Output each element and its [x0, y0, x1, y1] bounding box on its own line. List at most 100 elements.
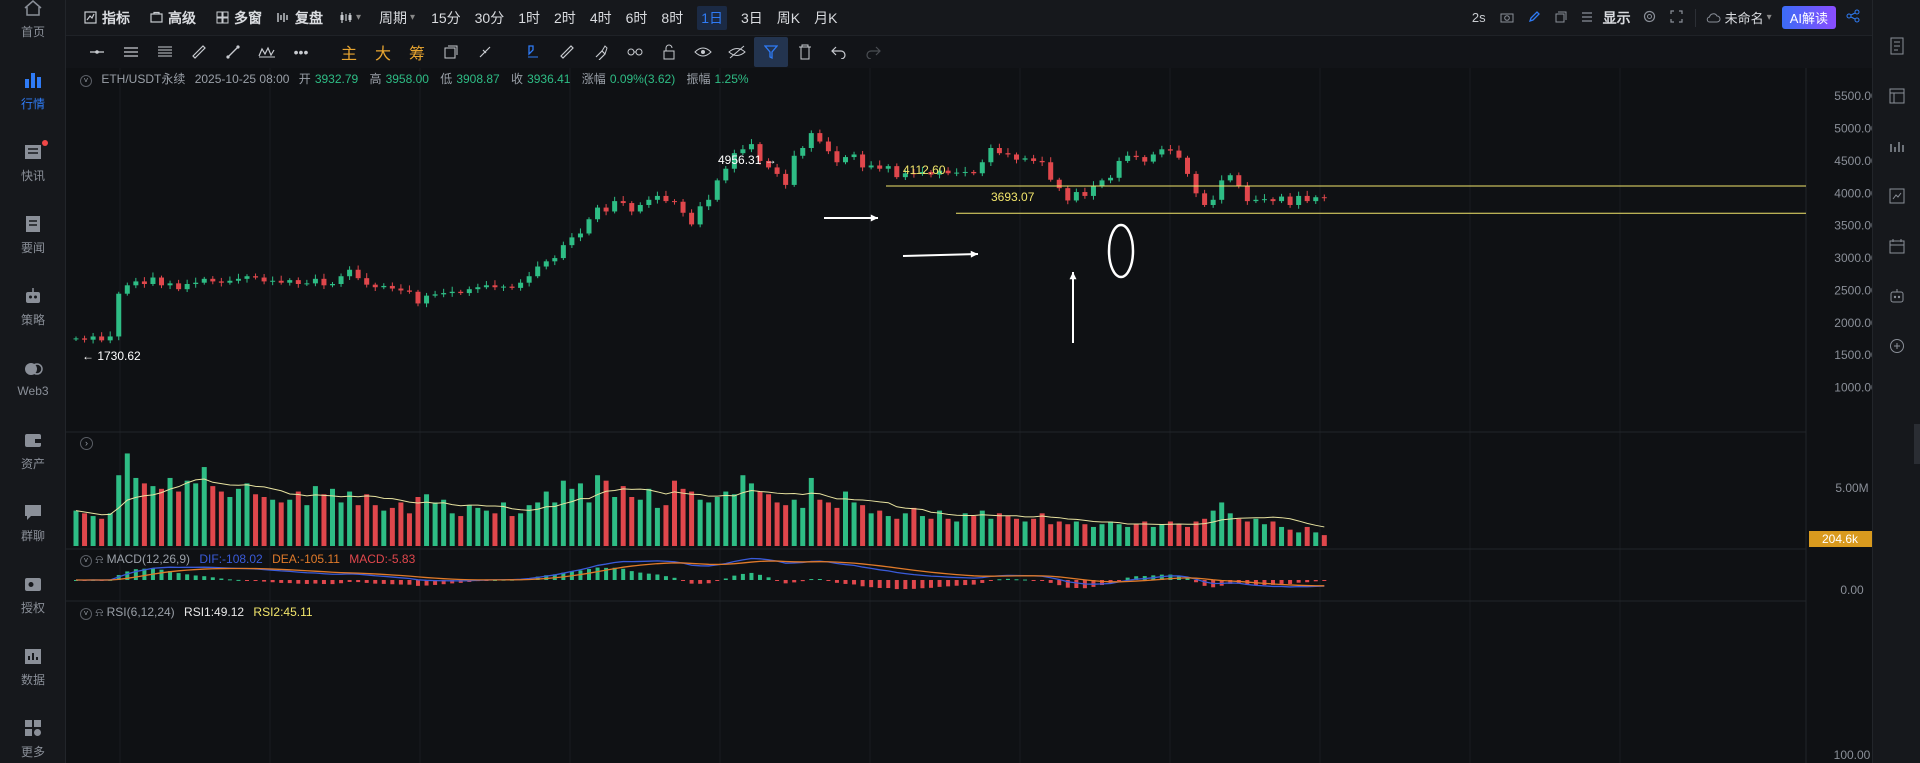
sidebar-item-1[interactable]: 行情: [0, 60, 66, 120]
channel-tool-icon[interactable]: [148, 37, 182, 67]
hide-icon[interactable]: [720, 37, 754, 67]
interval-tab-5[interactable]: 6时: [625, 9, 648, 26]
bell-icon[interactable]: ⍾: [95, 605, 104, 619]
indicators-button[interactable]: 指标: [84, 0, 130, 36]
undo-icon[interactable]: [822, 37, 856, 67]
chart-area[interactable]: 5500.00 5000.00 4500.00 4000.00 3500.00 3000.…: [66, 68, 1872, 763]
volume-bar: [586, 502, 592, 546]
interval-tab-9[interactable]: 周K: [776, 9, 801, 26]
candlestick-chart[interactable]: 5500.00 5000.00 4500.00 4000.00 3500.00 3000.…: [66, 68, 1872, 763]
chip-tool-0[interactable]: 主: [340, 46, 357, 63]
interval-tab-10[interactable]: 月K: [814, 9, 838, 26]
market-icon[interactable]: [1886, 185, 1908, 207]
measure-icon[interactable]: [550, 37, 584, 67]
replay-button[interactable]: 复盘: [276, 0, 323, 36]
chip-tool-1[interactable]: 大: [374, 46, 391, 63]
eye-icon[interactable]: [686, 37, 720, 67]
pencil-icon[interactable]: [1528, 10, 1541, 26]
chart-type-button[interactable]: ▾: [339, 0, 361, 36]
sidebar-item-8[interactable]: 授权: [0, 564, 66, 624]
collapse-icon[interactable]: ˅: [80, 555, 92, 567]
macd-histogram-bar: [834, 580, 839, 583]
panel-icon[interactable]: [1886, 85, 1908, 107]
notes-icon[interactable]: [1886, 35, 1908, 57]
interval-tab-1[interactable]: 30分: [474, 9, 505, 26]
macd-histogram-bar: [193, 575, 198, 580]
interval-tab-7[interactable]: 1日: [697, 5, 727, 30]
coin-icon[interactable]: [1886, 335, 1908, 357]
trash-icon[interactable]: [788, 37, 822, 67]
sidebar-item-10[interactable]: 更多: [0, 708, 66, 763]
sidebar-item-9[interactable]: 数据: [0, 636, 66, 696]
fullscreen-icon[interactable]: [1670, 9, 1683, 26]
trend-line-tool-icon[interactable]: [216, 37, 250, 67]
parallel-lines-tool-icon[interactable]: [114, 37, 148, 67]
volume-ma-line: [75, 478, 1325, 528]
candle-body: [577, 233, 583, 238]
volume-bar: [697, 499, 703, 546]
robot-icon[interactable]: [1886, 285, 1908, 307]
link-icon[interactable]: [618, 37, 652, 67]
copy-icon[interactable]: [1555, 10, 1567, 26]
bell-icon[interactable]: ⍾: [95, 552, 104, 566]
advanced-button[interactable]: 高级: [150, 0, 196, 36]
sidebar-item-3[interactable]: 要闻: [0, 204, 66, 264]
more-tools-icon[interactable]: •••: [293, 44, 309, 60]
calendar-icon[interactable]: [1886, 235, 1908, 257]
candle-body: [971, 171, 977, 174]
sidebar-item-0[interactable]: 首页: [0, 0, 66, 48]
share-icon[interactable]: [1846, 9, 1860, 26]
candle-body: [1236, 175, 1242, 186]
candle-body: [646, 199, 652, 205]
sidebar-item-5[interactable]: Web3: [0, 348, 66, 408]
expand-icon[interactable]: ›: [80, 437, 93, 450]
candle-body: [706, 199, 712, 207]
volume-bar: [389, 507, 395, 546]
sidebar-item-4[interactable]: 策略: [0, 276, 66, 336]
collapse-icon[interactable]: ˅: [80, 608, 92, 620]
period-label: 周期: [379, 9, 408, 26]
candle-body: [552, 258, 558, 262]
interval-tab-6[interactable]: 8时: [661, 9, 684, 26]
multi-window-button[interactable]: 多窗: [216, 0, 262, 36]
redo-icon[interactable]: [856, 37, 890, 67]
sidebar-item-2[interactable]: 快讯: [0, 132, 66, 192]
collapse-icon[interactable]: ˅: [80, 75, 92, 87]
interval-tab-3[interactable]: 2时: [554, 9, 576, 26]
interval-tab-4[interactable]: 4时: [589, 9, 612, 26]
list-icon[interactable]: [1581, 10, 1593, 26]
filter-icon[interactable]: [754, 37, 788, 67]
pattern-tool-icon[interactable]: [250, 37, 284, 67]
copy-drawing-icon[interactable]: [434, 37, 468, 67]
settings-icon[interactable]: [1643, 10, 1656, 26]
refresh-rate[interactable]: 2s: [1471, 10, 1486, 25]
macd-histogram-bar: [1065, 580, 1070, 588]
ruler-cross-icon[interactable]: [468, 37, 502, 67]
sidebar-item-6[interactable]: 资产: [0, 420, 66, 480]
camera-icon[interactable]: [1500, 10, 1514, 26]
macd-histogram-bar: [698, 580, 703, 584]
volume-bar: [159, 488, 164, 546]
lock-icon[interactable]: [652, 37, 686, 67]
brush-icon[interactable]: [584, 37, 618, 67]
panel-collapse-handle[interactable]: [1914, 424, 1920, 464]
period-dropdown[interactable]: 周期 ▾: [379, 0, 415, 36]
price-axis-label: 5000.00: [1834, 122, 1872, 136]
chip-tool-2[interactable]: 筹: [408, 46, 425, 63]
magnet-icon[interactable]: [516, 37, 550, 67]
ruler-tool-icon[interactable]: [182, 37, 216, 67]
layout-dropdown[interactable]: 未命名 ▾: [1706, 0, 1772, 36]
candle-body: [1005, 153, 1011, 155]
display-button[interactable]: 显示: [1602, 9, 1631, 26]
horizontal-line-tool-icon[interactable]: [80, 37, 114, 67]
interval-tab-8[interactable]: 3日: [741, 9, 763, 26]
trend-icon[interactable]: [1886, 135, 1908, 157]
candle-body: [501, 286, 506, 288]
sidebar-item-7[interactable]: 群聊: [0, 492, 66, 552]
macd-histogram-bar: [604, 567, 609, 580]
ai-interpret-button[interactable]: AI解读: [1781, 6, 1836, 29]
interval-tab-0[interactable]: 15分: [431, 9, 461, 26]
interval-tab-2[interactable]: 1时: [518, 9, 541, 26]
candle-body: [492, 285, 498, 288]
macd-histogram-bar: [988, 580, 993, 581]
